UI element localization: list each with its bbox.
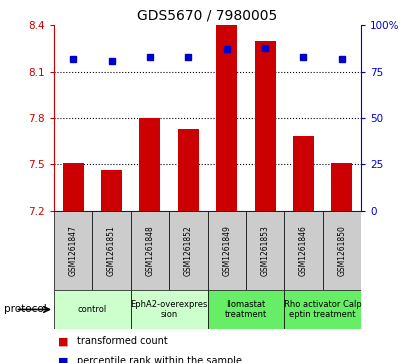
Bar: [208, 290, 284, 329]
Text: GSM1261849: GSM1261849: [222, 225, 231, 276]
Bar: [246, 211, 284, 290]
Bar: [54, 290, 131, 329]
Bar: [169, 211, 208, 290]
Text: GSM1261852: GSM1261852: [184, 225, 193, 276]
Text: ■: ■: [58, 336, 68, 346]
Bar: [131, 211, 169, 290]
Text: GSM1261847: GSM1261847: [68, 225, 78, 276]
Text: EphA2-overexpres
sion: EphA2-overexpres sion: [130, 300, 208, 319]
Text: GSM1261848: GSM1261848: [145, 225, 154, 276]
Title: GDS5670 / 7980005: GDS5670 / 7980005: [137, 9, 278, 23]
Text: ■: ■: [58, 356, 68, 363]
Bar: [284, 211, 323, 290]
Text: protocol: protocol: [4, 305, 47, 314]
Text: Ilomastat
treatment: Ilomastat treatment: [225, 300, 267, 319]
Bar: [293, 136, 314, 211]
Text: GSM1261850: GSM1261850: [337, 225, 347, 276]
Bar: [208, 211, 246, 290]
Text: Rho activator Calp
eptin treatment: Rho activator Calp eptin treatment: [284, 300, 361, 319]
Bar: [331, 163, 352, 211]
Bar: [101, 171, 122, 211]
Bar: [254, 41, 276, 211]
Bar: [131, 290, 208, 329]
Bar: [216, 25, 237, 211]
Bar: [63, 163, 84, 211]
Text: GSM1261846: GSM1261846: [299, 225, 308, 276]
Bar: [323, 211, 361, 290]
Bar: [284, 290, 361, 329]
Bar: [178, 129, 199, 211]
Bar: [54, 211, 92, 290]
Text: transformed count: transformed count: [77, 336, 168, 346]
Text: GSM1261851: GSM1261851: [107, 225, 116, 276]
Text: control: control: [78, 305, 107, 314]
Bar: [93, 211, 131, 290]
Text: GSM1261853: GSM1261853: [261, 225, 270, 276]
Text: percentile rank within the sample: percentile rank within the sample: [77, 356, 242, 363]
Bar: [139, 118, 161, 211]
